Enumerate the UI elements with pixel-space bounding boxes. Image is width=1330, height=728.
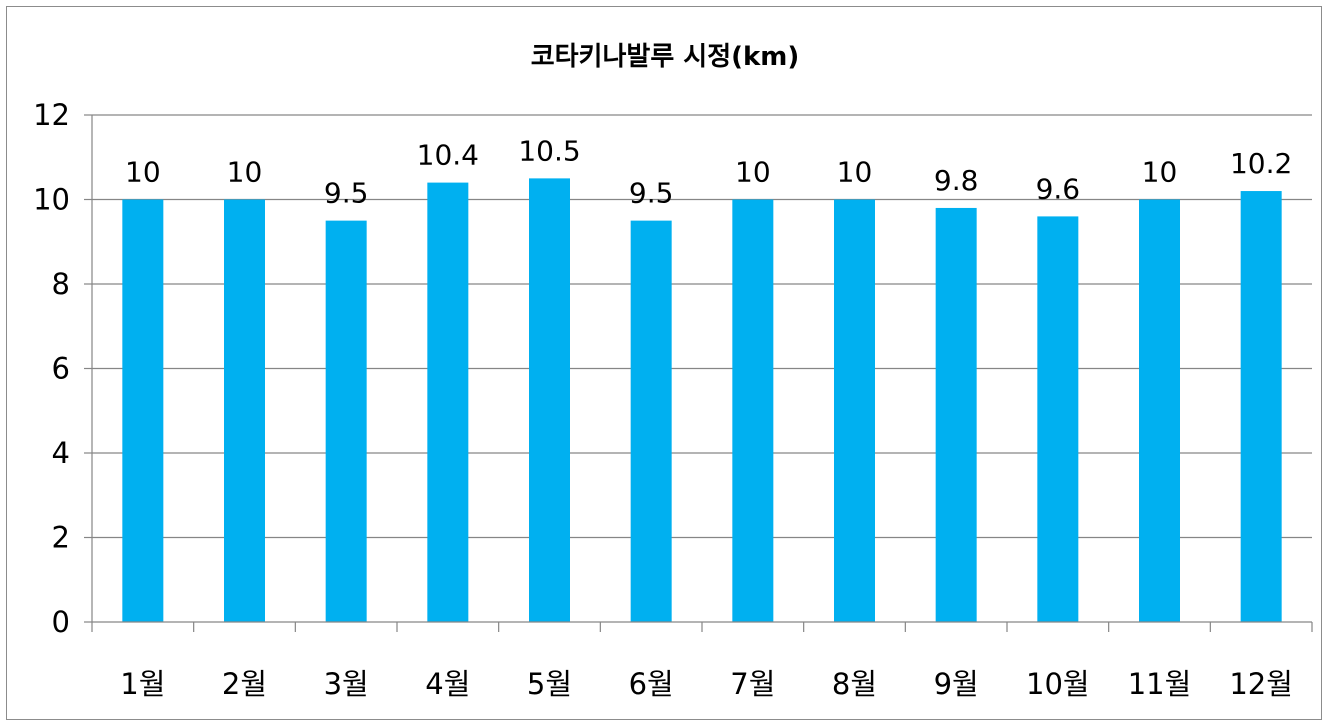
- bar: [529, 178, 570, 622]
- grid-lines: [92, 114, 1312, 539]
- bar: [935, 207, 977, 622]
- x-category-label: 11월: [1128, 667, 1192, 701]
- x-category-label: 8월: [832, 667, 877, 701]
- bar: [834, 199, 875, 622]
- bar: [1139, 199, 1180, 622]
- bar: [427, 182, 469, 622]
- x-category-label: 3월: [324, 667, 369, 701]
- bar: [122, 199, 164, 622]
- bar-value-label: 9.5: [629, 177, 674, 210]
- x-category-label: 1월: [120, 667, 165, 701]
- bar-value-label: 10: [125, 156, 161, 189]
- bar: [1037, 216, 1079, 622]
- bar-value-label: 9.5: [324, 177, 369, 210]
- chart-title: 코타키나발루 시정(km): [530, 42, 800, 72]
- x-category-label: 5월: [527, 667, 572, 701]
- y-tick-label: 2: [52, 521, 70, 555]
- bar: [630, 220, 672, 622]
- x-category-label: 7월: [730, 667, 775, 701]
- bar: [1240, 191, 1282, 623]
- bar-value-label: 10: [1142, 156, 1178, 189]
- bar-value-label: 10: [837, 156, 873, 189]
- bar-value-label: 10: [735, 156, 771, 189]
- bar-value-label: 9.8: [934, 164, 979, 197]
- bar: [325, 220, 367, 622]
- bars: [122, 178, 1282, 623]
- y-tick-label: 6: [52, 352, 70, 386]
- x-category-label: 4월: [425, 667, 470, 701]
- x-category-label: 12월: [1229, 667, 1293, 701]
- y-tick-label: 4: [52, 436, 70, 470]
- x-category-label: 10월: [1026, 667, 1090, 701]
- bar-value-label: 10.4: [417, 139, 479, 172]
- y-tick-label: 8: [52, 267, 70, 301]
- x-category-label: 6월: [629, 667, 674, 701]
- bar: [732, 199, 774, 622]
- bar-value-label: 10.2: [1230, 147, 1292, 180]
- x-category-label: 2월: [222, 667, 267, 701]
- data-labels: 10 10 9.5 10.4 10.5 9.5 10 10 9.8 9.6 10 10.2: [125, 134, 1292, 209]
- bar-value-label: 9.6: [1036, 172, 1081, 205]
- y-tick-label: 12: [33, 98, 70, 132]
- x-category-label: 9월: [934, 667, 979, 701]
- axes: 0 2 4 6 8 10 12 1월 2월 3월 4월 5월 6월 7월 8월 9월 10월 11월 12월: [33, 98, 1313, 701]
- bar: [224, 199, 265, 622]
- y-tick-label: 10: [33, 183, 70, 217]
- bar-value-label: 10: [227, 156, 263, 189]
- bar-value-label: 10.5: [518, 134, 580, 167]
- y-tick-label: 0: [52, 605, 70, 639]
